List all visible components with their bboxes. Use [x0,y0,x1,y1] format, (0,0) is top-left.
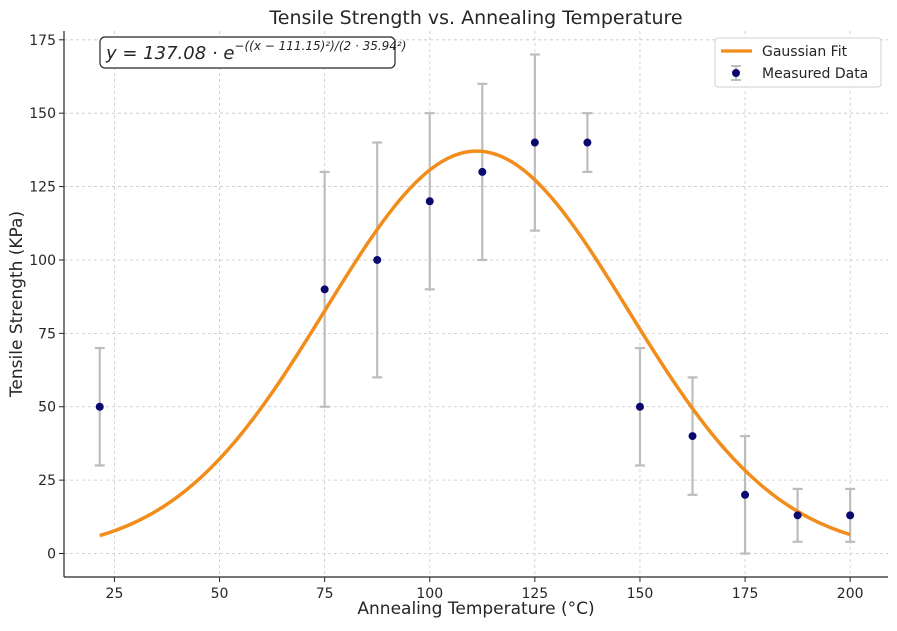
equation-box [99,36,396,69]
legend-box [714,37,882,88]
data-point [846,511,855,520]
x-tick-label: 150 [627,586,654,602]
data-point [478,167,487,176]
data-point [688,432,697,441]
data-point [741,490,750,499]
x-tick-label: 100 [416,586,443,602]
legend-data-label: Measured Data [762,66,868,82]
chart-title: Tensile Strength vs. Annealing Temperatu… [268,7,682,29]
x-tick-label: 125 [521,586,548,602]
equation-text: y = 137.08 · e−((x − 111.15)²)/(2 · 35.9… [105,39,406,64]
data-point [373,255,382,264]
data-point [320,285,329,294]
y-axis-label: Tensile Strength (KPa) [7,211,27,398]
x-tick-label: 50 [211,586,229,602]
y-tick-label: 175 [29,33,56,49]
data-point [530,138,539,147]
x-tick-label: 75 [316,586,334,602]
y-tick-label: 125 [29,180,56,196]
y-tick-label: 75 [38,326,56,342]
x-axis-label: Annealing Temperature (°C) [357,599,594,619]
x-ticks: 25 50 75 100 125 150 175 200 [106,577,864,602]
y-tick-label: 0 [47,547,56,563]
y-tick-label: 100 [29,253,56,269]
data-point [793,511,802,520]
legend-fit-label: Gaussian Fit [762,44,848,60]
x-tick-label: 25 [106,586,124,602]
y-ticks: 0 25 50 75 100 125 150 175 [29,33,64,563]
grid [64,31,888,577]
y-tick-label: 25 [38,473,56,489]
data-point [425,197,434,206]
data-point [95,402,104,411]
equation-base: y = 137.08 · e [105,43,234,64]
gaussian-fit-line [99,149,851,538]
y-tick-label: 150 [29,106,56,122]
data-point [583,138,592,147]
axes [63,31,888,578]
data-point [635,402,644,411]
equation-annotation: y = 137.08 · e−((x − 111.15)²)/(2 · 35.9… [99,36,406,69]
y-tick-label: 50 [38,400,56,416]
x-tick-label: 200 [837,586,864,602]
x-tick-label: 175 [732,586,759,602]
series-layer [94,53,856,555]
legend-data-marker [732,69,740,77]
legend: Gaussian Fit Measured Data [714,37,882,88]
equation-exponent: −((x − 111.15)²)/(2 · 35.94²) [234,39,406,53]
